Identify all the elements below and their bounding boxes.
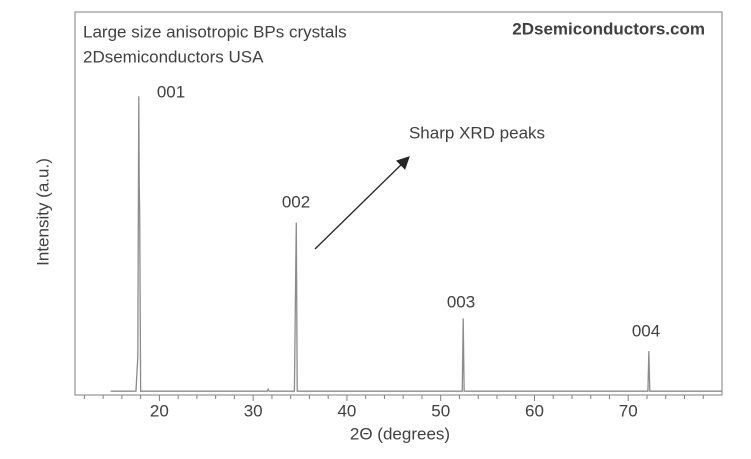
annotation: 003 [447,292,475,311]
x-tick-label: 40 [337,401,356,420]
plot-frame [74,11,723,396]
annotation: Sharp XRD peaks [409,123,545,142]
y-axis-label: Intensity (a.u.) [33,158,52,266]
annotation: 002 [282,192,310,211]
x-tick-label: 50 [431,401,450,420]
annotation: 004 [632,321,660,340]
x-tick-label: 60 [525,401,544,420]
x-axis-label: 2Θ (degrees) [350,424,450,443]
x-tick-label: 30 [244,401,263,420]
arrow [314,156,410,250]
data-line [110,96,722,392]
chart-subtitle: 2Dsemiconductors USA [83,47,264,66]
chart-title: Large size anisotropic BPs crystals [83,22,347,41]
annotation: 001 [157,82,185,101]
x-tick-label: 70 [619,401,638,420]
x-tick-label: 20 [150,401,169,420]
watermark: 2Dsemiconductors.com [512,19,705,38]
